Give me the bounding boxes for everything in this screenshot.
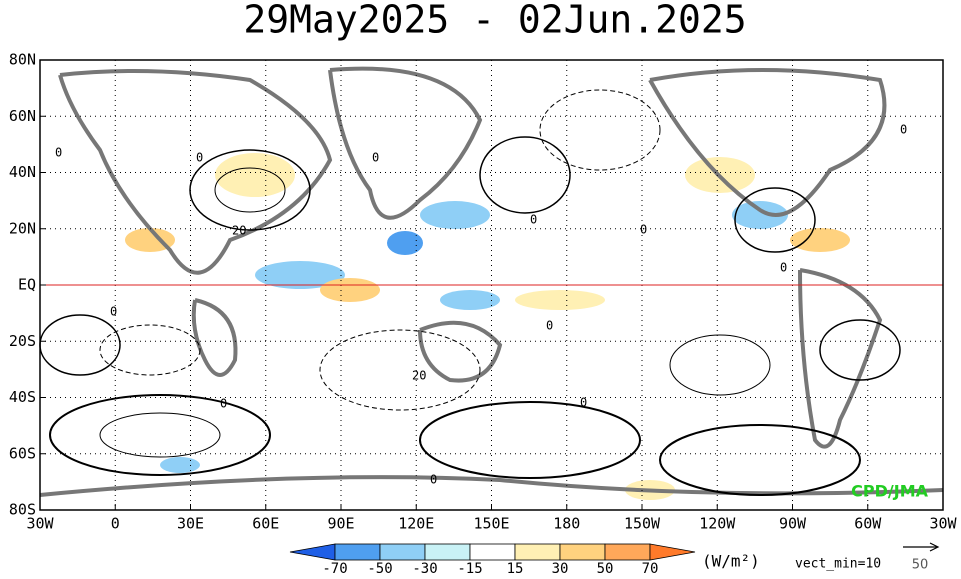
lon-label: 180 [553,515,580,533]
colorbar-tick-label: -30 [412,561,437,575]
contour-label: 0 [780,261,787,275]
contour-label: 0 [372,151,379,165]
contour-label: 0 [640,223,647,237]
colorbar-segment [424,543,471,561]
colorbar-segment [604,543,651,561]
lat-label: 80S [9,501,36,519]
colorbar-tick-label: 15 [507,561,524,575]
colorbar-tick-label: 50 [597,561,614,575]
lat-label: 40S [9,388,36,406]
reference-vector-label: 50 [912,558,929,573]
colorbar-segment [514,543,561,561]
contour-label: 20 [232,224,246,238]
axes: 30W 0 30E 60E 90E 120E 150E 180 150W 120W 90W 60W 30… [9,51,958,533]
contour-label: 0 [580,396,587,410]
contour-label: 0 [196,151,203,165]
contour-label: 0 [530,213,537,227]
lat-label: 60S [9,444,36,462]
lat-label: EQ [18,276,36,294]
contour-label: 20 [412,369,426,383]
lon-label: 0 [111,515,120,533]
lat-label: 20S [9,332,36,350]
units: (W/m²) [702,552,760,571]
lat-label: 60N [9,107,36,125]
contour-label: 0 [220,397,227,411]
colorbar-end [649,543,696,561]
colorbar-tick-label: -50 [367,561,392,575]
lon-label: 30W [929,515,957,533]
contour-label: 0 [430,473,437,487]
colorbar-segment [334,543,381,561]
credit: CPD/JMA [851,482,928,501]
lon-label: 120W [699,515,736,533]
colorbar-tick-label: 30 [552,561,569,575]
contour-labels: 0 0 0 20 0 0 0 0 0 20 0 0 0 0 [55,123,907,487]
lon-label: 30E [177,515,204,533]
contour-label: 0 [900,123,907,137]
contour-label: 0 [546,319,553,333]
lon-label: 150E [473,515,509,533]
vect-min: vect_min=10 [795,557,881,572]
contour-label: 0 [55,146,62,160]
colorbar-segment [469,543,516,561]
map-frame [39,59,944,511]
lon-label: 90W [779,515,807,533]
title: 29May2025 - 02Jun.2025 [243,0,746,42]
colorbar-segment [559,543,606,561]
lat-label: 20N [9,219,36,237]
lon-label: 150W [624,515,661,533]
lon-label: 30W [26,515,54,533]
lon-label: 60W [854,515,882,533]
colorbar-tick-label: -15 [457,561,482,575]
colorbar-tick-label: -70 [322,561,347,575]
colorbar-segment [379,543,426,561]
lon-label: 120E [398,515,434,533]
lon-label: 90E [327,515,354,533]
colorbar-tick-label: 70 [642,561,659,575]
lon-label: 60E [252,515,279,533]
colorbar: -70 -50 -30 -15 15 30 50 70 [289,543,696,577]
lat-label: 40N [9,163,36,181]
lat-label: 80N [9,51,36,69]
contour-label: 0 [110,305,117,319]
colorbar-end [289,543,336,561]
reference-vector [903,542,940,552]
